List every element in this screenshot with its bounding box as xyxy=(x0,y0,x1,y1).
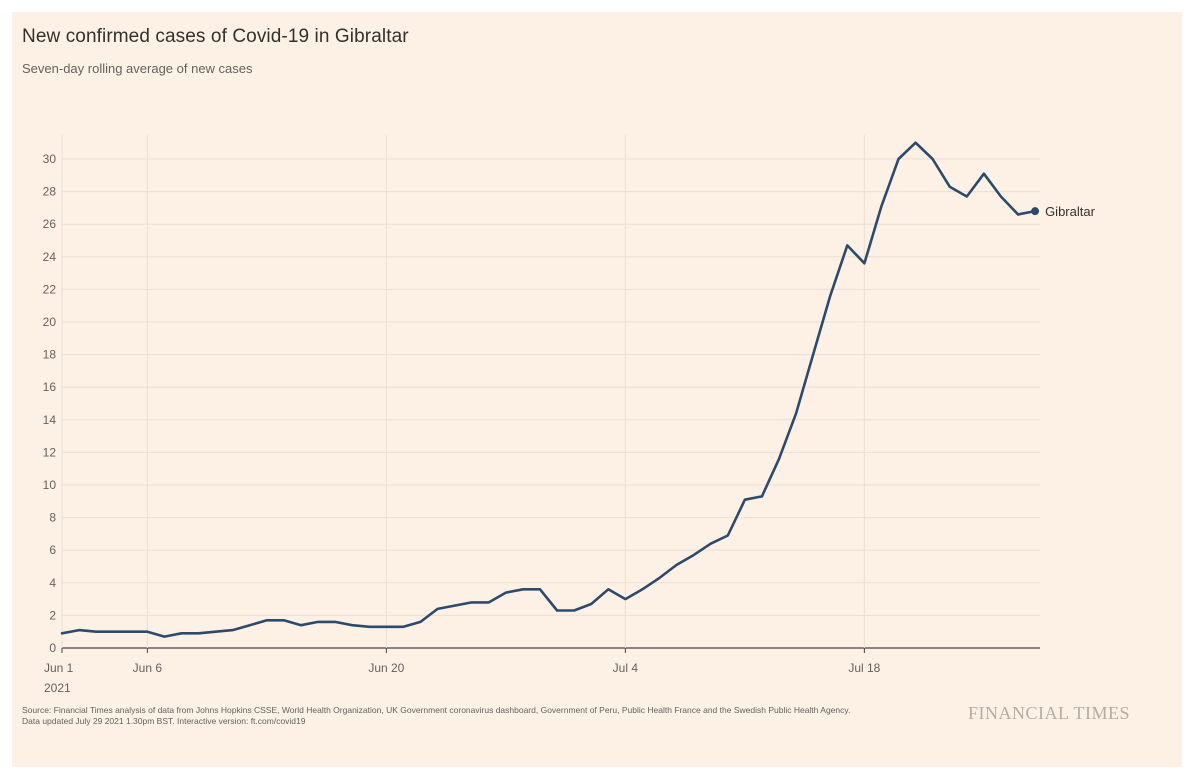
y-tick-label: 6 xyxy=(49,543,56,557)
y-tick-label: 0 xyxy=(49,641,56,655)
x-tick-label: Jul 18 xyxy=(848,661,880,675)
series-end-marker xyxy=(1031,207,1040,216)
x-tick-label: Jun 6 xyxy=(133,661,163,675)
x-tick-label: Jun 20 xyxy=(368,661,404,675)
y-tick-label: 30 xyxy=(43,152,57,166)
series-line-gibraltar xyxy=(60,141,1020,638)
update-note: Data updated July 29 2021 1.30pm BST. In… xyxy=(22,715,306,726)
y-tick-label: 8 xyxy=(49,511,56,525)
chart-subtitle: Seven-day rolling average of new cases xyxy=(22,61,253,76)
x-tick-label: Jun 1 xyxy=(44,661,74,675)
y-tick-label: 22 xyxy=(43,282,57,296)
x-axis: Jun 1 2021 Jun 6 Jun 20 Jul 4 Jul 18 xyxy=(44,648,881,695)
y-tick-label: 2 xyxy=(49,608,56,622)
chart-frame xyxy=(12,12,1182,767)
y-tick-label: 14 xyxy=(43,413,57,427)
y-tick-label: 12 xyxy=(43,445,57,459)
y-tick-label: 18 xyxy=(43,348,57,362)
series-layer: Gibraltar xyxy=(60,141,1096,638)
y-tick-label: 26 xyxy=(43,217,57,231)
source-note: Source: Financial Times analysis of data… xyxy=(22,705,851,715)
x-tick-sublabel: 2021 xyxy=(44,681,71,695)
ft-wordmark: FINANCIAL TIMES xyxy=(968,703,1131,723)
y-tick-label: 28 xyxy=(43,185,57,199)
chart-title: New confirmed cases of Covid-19 in Gibra… xyxy=(22,26,409,47)
chart-footer: Source: Financial Times analysis of data… xyxy=(22,705,962,726)
grid-lines xyxy=(61,135,1040,649)
y-tick-label: 16 xyxy=(43,380,57,394)
series-label: Gibraltar xyxy=(1045,204,1096,219)
y-tick-label: 10 xyxy=(43,478,57,492)
y-tick-label: 4 xyxy=(49,576,56,590)
y-tick-label: 24 xyxy=(43,250,57,264)
x-tick-label: Jul 4 xyxy=(613,661,639,675)
y-tick-label: 20 xyxy=(43,315,57,329)
